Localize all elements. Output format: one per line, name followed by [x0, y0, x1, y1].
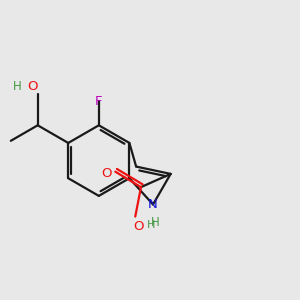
Text: N: N [148, 198, 158, 211]
Text: O: O [134, 220, 144, 233]
Text: O: O [27, 80, 38, 93]
Text: O: O [102, 167, 112, 180]
Text: H: H [13, 80, 22, 93]
Text: H: H [151, 216, 159, 229]
Text: H: H [147, 220, 155, 230]
Text: F: F [95, 95, 103, 108]
